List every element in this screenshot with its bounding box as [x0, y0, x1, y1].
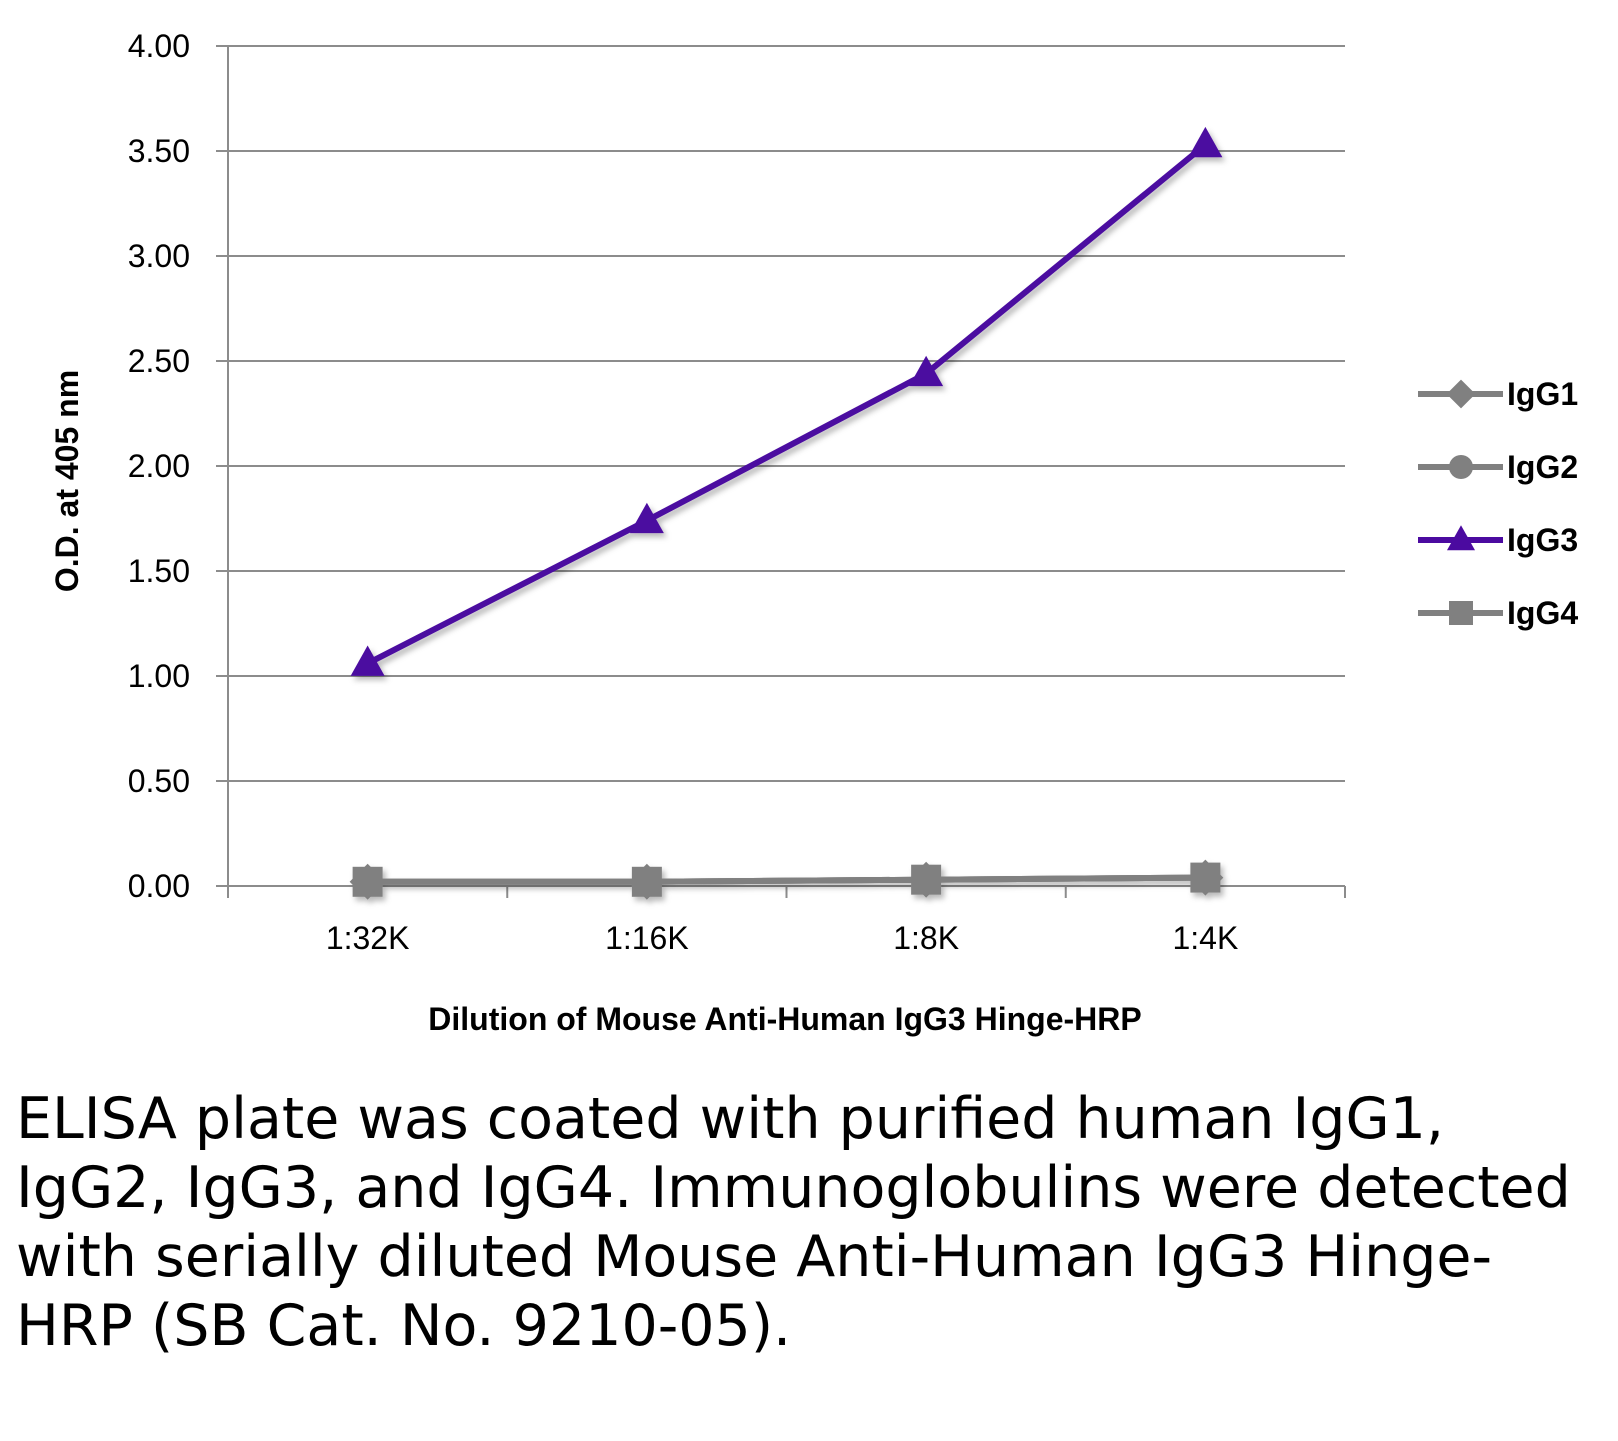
x-tick-label: 1:32K [326, 920, 410, 956]
y-tick-label: 0.00 [128, 868, 190, 904]
series-line-igg3 [366, 142, 1208, 667]
series-line-igg4 [367, 874, 1206, 885]
y-tick-label: 2.50 [128, 343, 190, 379]
legend-marker-igg4 [1449, 601, 1473, 625]
data-point-igg3 [350, 645, 385, 676]
y-tick-label: 3.00 [128, 238, 190, 274]
elisa-line-chart: 0.00 0.50 1.00 1.50 2.00 2.50 3.00 3.50 4.00 1:32… [49, 28, 1578, 1037]
legend-marker-igg2 [1449, 455, 1473, 479]
data-point-igg4 [1190, 862, 1221, 893]
y-axis-title: O.D. at 405 nm [49, 370, 85, 592]
y-tick-label: 1.00 [128, 658, 190, 694]
legend-label-igg4: IgG4 [1507, 595, 1578, 631]
y-tick-label: 0.50 [128, 763, 190, 799]
x-tick-label: 1:16K [605, 920, 689, 956]
legend-label-igg3: IgG3 [1507, 522, 1578, 558]
figure-caption: ELISA plate was coated with purified hum… [16, 1086, 1571, 1359]
data-point-igg3 [909, 355, 944, 387]
y-tick-label: 1.50 [128, 553, 190, 589]
series [349, 126, 1224, 900]
legend-label-igg1: IgG1 [1507, 376, 1578, 412]
data-point-igg4 [631, 866, 662, 897]
data-point-igg3 [629, 502, 664, 534]
data-point-igg3 [1188, 126, 1223, 158]
x-axis-title: Dilution of Mouse Anti-Human IgG3 Hinge-… [428, 1001, 1141, 1037]
data-point-igg4 [911, 864, 942, 895]
legend-label-igg2: IgG2 [1507, 449, 1578, 485]
legend: IgG1 IgG2 IgG3 IgG4 [1418, 376, 1578, 631]
y-tick-label: 4.00 [128, 28, 190, 64]
legend-marker-igg1 [1446, 379, 1476, 409]
axes: 0.00 0.50 1.00 1.50 2.00 2.50 3.00 3.50 4.00 1:32… [128, 28, 1346, 956]
legend-marker-igg3 [1447, 525, 1475, 551]
x-tick-label: 1:8K [893, 920, 959, 956]
x-tick-label: 1:4K [1172, 920, 1238, 956]
y-tick-label: 3.50 [128, 133, 190, 169]
data-point-igg4 [352, 866, 383, 897]
y-tick-label: 2.00 [128, 448, 190, 484]
gridlines [216, 45, 1345, 887]
